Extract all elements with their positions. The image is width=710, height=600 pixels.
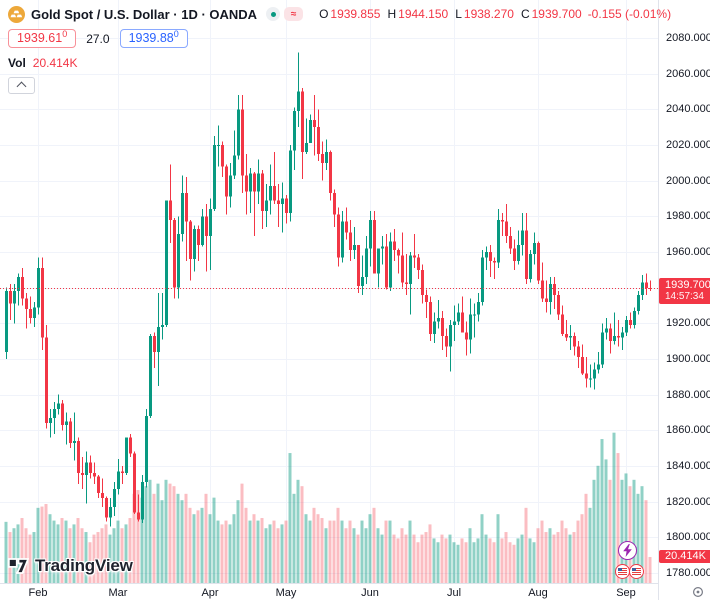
month-label: Feb [28,587,48,599]
high-value: 1944.150 [398,7,449,21]
volume-legend-row: Vol 20.414K [8,56,671,70]
price-tick-label: 2080.000 [666,32,710,44]
current-price-value: 1939.700 [665,279,710,292]
sell-price: 1939.61 [17,31,63,45]
grid-lines [0,0,658,583]
price-tick-label: 2060.000 [666,67,710,80]
delayed-data-icon[interactable]: ≈ [284,7,304,21]
buy-price-sup: 0 [173,28,179,39]
symbol-title[interactable]: Gold Spot / U.S. Dollar · 1D · OANDA [31,6,258,22]
legend-collapse-row [8,77,671,94]
current-price-tag: 1939.700 14:57:34 [659,278,710,305]
us-flag-event-icon[interactable] [615,564,630,579]
price-tick-label: 1780.000 [666,567,710,579]
close-label: C [520,7,530,21]
price-tick-label: 1820.000 [666,495,710,508]
ohlc-values: O 1939.855 H 1944.150 L 1938.270 C 1939.700 … [319,7,671,21]
tradingview-watermark[interactable]: TradingView [8,556,133,576]
volume-bars [4,432,652,583]
price-tick-label: 2040.000 [666,103,710,116]
change-value: -0.155 (-0.01%) [587,7,672,21]
month-label: Aug [528,587,548,599]
price-axis[interactable]: 1939.700 14:57:34 20.414K 2080.000 2060.0… [659,0,710,584]
lightning-event-icon[interactable] [618,541,637,560]
us-flag-event-icon[interactable] [629,564,644,579]
price-tick-label: 2000.000 [666,174,710,187]
market-open-dot [270,11,276,17]
trade-buttons-row: 1939.610 27.0 1939.880 [8,29,671,48]
volume-indicator-value: 20.414K [32,56,78,70]
close-value: 1939.700 [531,7,582,21]
price-tick-label: 1840.000 [666,460,710,472]
open-value: 1939.855 [330,7,381,21]
time-axis[interactable]: Feb Mar Apr May Jun Jul Aug Sep [0,584,658,600]
volume-value-tag: 20.414K [659,549,710,563]
month-label: May [275,587,297,599]
price-tick-label: 1800.000 [666,531,710,544]
open-label: O [319,7,329,21]
spread-value: 27.0 [86,31,110,46]
month-label: Sep [616,587,636,599]
price-tick-label: 1860.000 [666,424,710,437]
month-label: Jul [446,587,462,599]
price-tick-label: 1960.000 [666,246,710,258]
buy-button[interactable]: 1939.880 [119,28,188,48]
price-tick-label: 1900.000 [666,353,710,365]
month-label: Apr [201,587,219,599]
bar-close-countdown: 14:57:34 [665,291,704,303]
low-value: 1938.270 [463,7,514,21]
time-axis-settings-icon[interactable] [692,586,704,598]
sell-button[interactable]: 1939.610 [8,28,77,48]
price-tick-label: 1880.000 [666,388,710,401]
tradingview-logo-icon [8,558,29,574]
chevron-up-icon [16,81,27,92]
axis-corner [659,584,710,600]
collapse-legend-button[interactable] [8,77,35,94]
gold-symbol-icon [8,5,25,23]
price-tick-label: 1920.000 [666,317,710,330]
symbol-legend-row: Gold Spot / U.S. Dollar · 1D · OANDA ≈ O… [8,5,671,23]
tradingview-watermark-text: TradingView [35,556,133,575]
month-label: Jun [361,587,379,599]
high-label: H [387,7,397,21]
chart-legend: Gold Spot / U.S. Dollar · 1D · OANDA ≈ O… [8,5,671,94]
buy-price: 1939.88 [128,31,174,45]
market-status-icon[interactable] [266,7,281,21]
price-tick-label: 2020.000 [666,139,710,151]
low-label: L [455,7,462,21]
candles-layer [5,52,652,527]
sell-price-sup: 0 [62,28,68,39]
month-label: Mar [108,587,128,599]
volume-indicator-label[interactable]: Vol [8,56,26,70]
price-tick-label: 1980.000 [666,210,710,223]
